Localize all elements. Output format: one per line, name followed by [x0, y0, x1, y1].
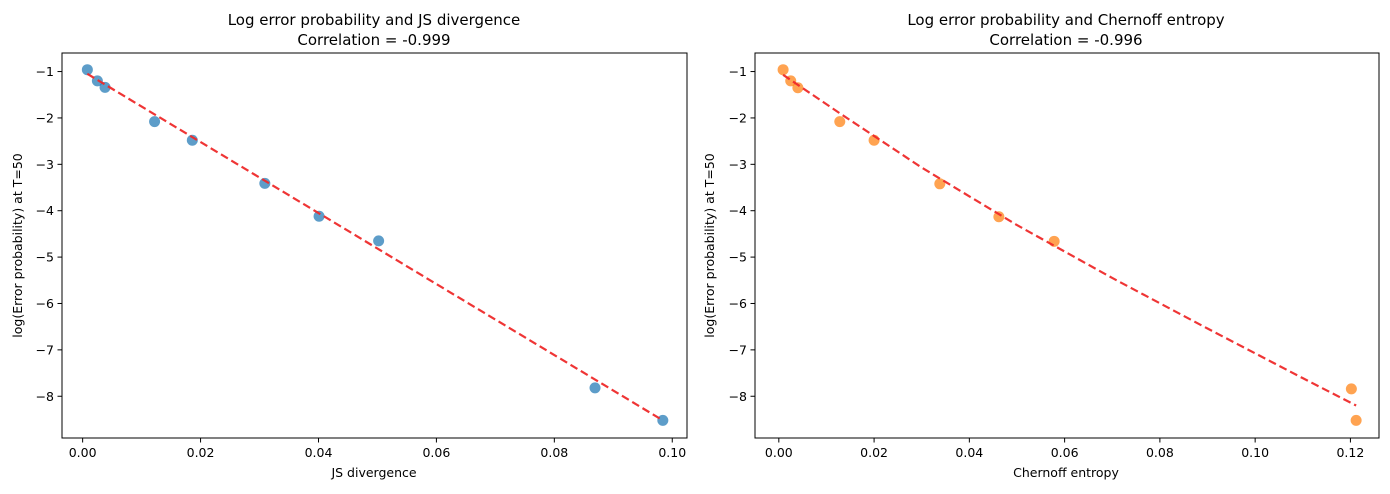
scatter-point: [792, 82, 804, 94]
scatter-point: [657, 414, 669, 426]
y-tick-label: −1: [36, 64, 54, 79]
scatter-point: [149, 116, 161, 128]
x-tick-label: 0.02: [187, 445, 215, 460]
y-tick-label: −5: [729, 250, 747, 265]
y-tick-label: −6: [729, 296, 747, 311]
y-tick-label: −8: [36, 389, 54, 404]
scatter-point: [993, 211, 1005, 223]
x-tick-label: 0.06: [422, 445, 450, 460]
chart-subtitle: Correlation = -0.999: [297, 31, 450, 49]
x-tick-label: 0.02: [860, 445, 888, 460]
y-axis-label: log(Error probability) at T=50: [702, 153, 717, 338]
y-tick-label: −8: [729, 389, 747, 404]
scatter-point: [777, 64, 789, 76]
scatter-point: [373, 235, 385, 247]
x-tick-label: 0.12: [1336, 445, 1364, 460]
x-tick-label: 0.08: [540, 445, 568, 460]
y-tick-label: −7: [36, 342, 54, 357]
x-tick-label: 0.04: [305, 445, 333, 460]
fit-line: [86, 72, 664, 422]
y-tick-label: −2: [729, 110, 747, 125]
plot-marks: 0.00 0.02 0.04 0.06 0.08 0.10 −8 −7 −6 −5 −4 −3 −2 −1: [36, 64, 687, 460]
x-axis-label: JS divergence: [330, 465, 416, 480]
plot-frame: [61, 52, 688, 439]
plot-frame: [754, 52, 1380, 439]
x-tick-label: 0.00: [765, 445, 793, 460]
y-tick-label: −4: [729, 203, 747, 218]
y-axis-label: log(Error probability) at T=50: [10, 153, 25, 338]
y-tick-label: −6: [36, 296, 54, 311]
fit-line: [782, 73, 1357, 407]
x-tick-label: 0.10: [1241, 445, 1269, 460]
y-tick-label: −1: [729, 64, 747, 79]
chart-title: Log error probability and Chernoff entro…: [907, 11, 1224, 29]
y-tick-label: −4: [36, 203, 54, 218]
scatter-point: [834, 116, 846, 128]
x-tick-label: 0.00: [69, 445, 97, 460]
y-tick-label: −3: [36, 157, 54, 172]
chart-panel-chernoff: Log error probability and Chernoff entro…: [702, 11, 1380, 480]
x-tick-label: 0.08: [1146, 445, 1174, 460]
y-tick-label: −3: [729, 157, 747, 172]
scatter-point: [259, 177, 271, 189]
scatter-point: [81, 64, 93, 76]
y-tick-label: −7: [729, 342, 747, 357]
scatter-point: [589, 382, 601, 394]
chart-subtitle: Correlation = -0.996: [989, 31, 1142, 49]
scatter-point: [1350, 414, 1362, 426]
scatter-point: [1345, 383, 1357, 395]
scatter-point: [934, 178, 946, 190]
y-tick-label: −2: [36, 110, 54, 125]
x-tick-label: 0.04: [955, 445, 983, 460]
scatter-point: [1048, 235, 1060, 247]
plot-marks: 0.00 0.02 0.04 0.06 0.08 0.10 0.12 −8 −7 −6 −5 −4 −3…: [729, 64, 1365, 460]
chart-title: Log error probability and JS divergence: [228, 11, 521, 29]
x-axis-label: Chernoff entropy: [1013, 465, 1119, 480]
chart-panel-js: Log error probability and JS divergence …: [10, 11, 688, 480]
x-tick-label: 0.06: [1051, 445, 1079, 460]
scatter-point: [313, 210, 325, 222]
scatter-point: [99, 81, 111, 93]
x-tick-label: 0.10: [658, 445, 686, 460]
y-tick-label: −5: [36, 250, 54, 265]
